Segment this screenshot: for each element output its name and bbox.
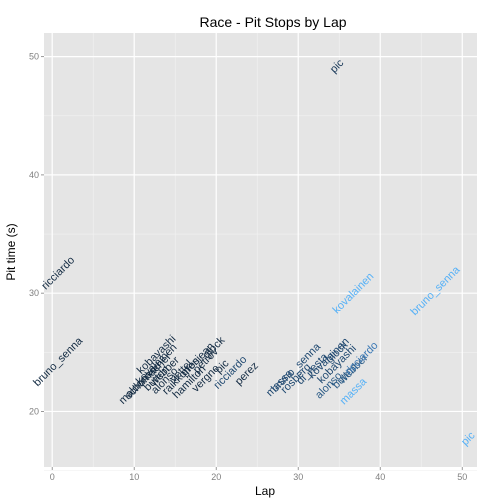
x-tick-label: 30 <box>293 472 303 482</box>
x-tick-label: 50 <box>457 472 467 482</box>
y-axis-title: Pit time (s) <box>4 223 18 280</box>
x-axis-title: Lap <box>255 484 275 498</box>
y-tick-label: 20 <box>29 406 39 416</box>
x-axis-ticks: 0 10 20 30 40 50 <box>50 467 467 482</box>
x-tick-label: 10 <box>129 472 139 482</box>
major-gridlines <box>44 33 477 467</box>
y-axis-ticks: 20 30 40 50 <box>29 52 44 416</box>
x-tick-label: 40 <box>375 472 385 482</box>
y-tick-label: 30 <box>29 288 39 298</box>
plot-panel <box>44 33 477 467</box>
x-tick-label: 0 <box>50 472 55 482</box>
chart-title: Race - Pit Stops by Lap <box>199 14 346 30</box>
y-tick-label: 50 <box>29 52 39 62</box>
y-tick-label: 40 <box>29 170 39 180</box>
x-tick-label: 20 <box>211 472 221 482</box>
minor-gridlines <box>44 33 477 471</box>
